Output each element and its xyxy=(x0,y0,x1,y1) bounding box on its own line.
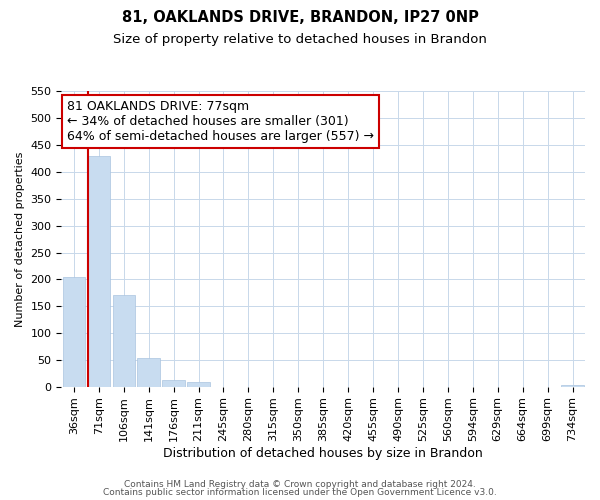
Text: Contains HM Land Registry data © Crown copyright and database right 2024.: Contains HM Land Registry data © Crown c… xyxy=(124,480,476,489)
Text: 81, OAKLANDS DRIVE, BRANDON, IP27 0NP: 81, OAKLANDS DRIVE, BRANDON, IP27 0NP xyxy=(122,10,478,25)
Bar xyxy=(562,385,584,386)
Y-axis label: Number of detached properties: Number of detached properties xyxy=(15,152,25,327)
Bar xyxy=(187,382,210,386)
Text: Contains public sector information licensed under the Open Government Licence v3: Contains public sector information licen… xyxy=(103,488,497,497)
Text: Size of property relative to detached houses in Brandon: Size of property relative to detached ho… xyxy=(113,32,487,46)
Bar xyxy=(88,156,110,386)
Bar xyxy=(163,380,185,386)
Bar xyxy=(137,358,160,386)
Bar xyxy=(62,276,85,386)
X-axis label: Distribution of detached houses by size in Brandon: Distribution of detached houses by size … xyxy=(163,447,483,460)
Text: 81 OAKLANDS DRIVE: 77sqm
← 34% of detached houses are smaller (301)
64% of semi-: 81 OAKLANDS DRIVE: 77sqm ← 34% of detach… xyxy=(67,100,374,144)
Bar xyxy=(113,296,135,386)
